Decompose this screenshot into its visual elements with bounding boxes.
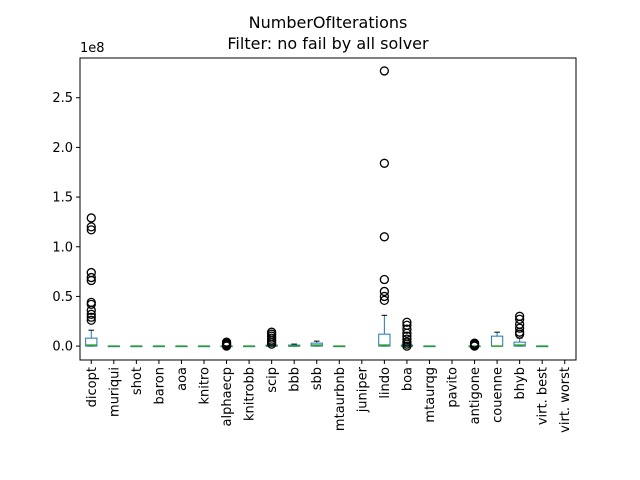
outlier-point: [514, 329, 525, 339]
box-mtaurqg: [423, 345, 436, 348]
chart-title: NumberOfIterations: [249, 13, 408, 32]
x-tick-label: muriqui: [107, 367, 122, 417]
y-tick-label: 1.5: [52, 191, 73, 206]
box-body: [378, 333, 391, 347]
x-tick-label: bbb: [288, 367, 303, 392]
x-tick-label: scip: [265, 367, 280, 393]
x-tick-label: virt. worst: [558, 367, 573, 433]
box-scip: [265, 327, 278, 349]
outlier-point: [379, 274, 390, 285]
outlier-point: [514, 323, 525, 333]
box-muriqui: [107, 345, 120, 348]
outlier-point: [402, 341, 412, 351]
box-body: [490, 335, 504, 347]
box-dicopt: [85, 213, 98, 347]
box-knitrobb: [242, 345, 256, 348]
x-tick-label: knitro: [198, 367, 213, 405]
x-tick-label: couenne: [491, 367, 506, 423]
plot-frame: [79, 57, 577, 361]
outlier-point: [221, 337, 232, 347]
x-tick-label: boa: [400, 367, 415, 391]
box-bbb: [288, 343, 301, 347]
x-tick-label: shot: [130, 367, 145, 395]
y-offset-label: 1e8: [80, 41, 105, 56]
box-body: [85, 337, 98, 347]
outlier-point: [402, 317, 412, 327]
box-bhyb: [513, 311, 526, 347]
box-aoa: [175, 345, 188, 348]
y-axis: 0.0 0.5 1.0 1.5 2.0 2.5: [52, 91, 80, 355]
y-tick-label: 1.0: [52, 240, 73, 255]
y-tick-label: 0.0: [52, 340, 73, 355]
x-tick-label: alphaecp: [220, 367, 235, 426]
box-virt-best: [536, 345, 549, 348]
y-tick-label: 0.5: [52, 290, 73, 305]
outlier-point: [86, 312, 96, 322]
box-boa: [400, 317, 414, 351]
box-series: [85, 66, 549, 351]
outlier-point: [86, 275, 96, 286]
outlier-point: [86, 272, 96, 283]
box-shot: [130, 345, 143, 348]
outlier-point: [86, 299, 96, 310]
outlier-point: [379, 158, 390, 168]
y-tick-label: 2.5: [52, 91, 73, 106]
outlier-point: [86, 213, 96, 223]
box-sbb: [310, 340, 323, 347]
box-mtaurbnb: [333, 345, 346, 348]
outlier-point: [86, 222, 96, 232]
x-axis: dicopt muriqui shot baron aoa knitro alphaecp k…: [85, 360, 573, 433]
outlier-point: [379, 295, 390, 306]
x-tick-label: virt. best: [536, 367, 551, 425]
box-baron: [152, 345, 166, 348]
outlier-point: [379, 66, 390, 76]
chart-subtitle: Filter: no fail by all solver: [227, 34, 429, 53]
outlier-point: [379, 286, 390, 297]
box-body: [513, 341, 526, 347]
x-tick-label: baron: [152, 367, 167, 404]
x-tick-label: dicopt: [85, 367, 100, 407]
outlier-point: [402, 328, 412, 338]
box-alphaecp: [220, 337, 233, 351]
outlier-point: [379, 232, 390, 242]
outlier-point: [514, 314, 525, 324]
x-tick-label: knitrobb: [243, 367, 258, 421]
outlier-point: [469, 338, 480, 348]
x-tick-label: pavito: [446, 367, 461, 408]
outlier-point: [86, 309, 96, 319]
box-lindo: [378, 66, 391, 347]
x-tick-label: juniper: [355, 366, 370, 413]
x-tick-label: bhyb: [513, 367, 528, 399]
x-tick-label: sbb: [310, 367, 325, 390]
outlier-point: [266, 327, 277, 337]
outlier-point: [402, 334, 412, 344]
x-tick-label: lindo: [378, 367, 393, 399]
outlier-point: [86, 305, 96, 315]
outlier-point: [379, 291, 390, 302]
x-tick-label: mtaurbnb: [333, 367, 348, 431]
outlier-point: [402, 324, 412, 334]
outlier-point: [86, 225, 96, 235]
x-tick-label: mtaurqg: [423, 367, 438, 423]
x-tick-label: antigone: [468, 367, 483, 424]
outlier-point: [86, 315, 96, 325]
box-couenne: [490, 331, 504, 347]
box-antigone: [468, 338, 481, 351]
y-tick-label: 2.0: [52, 141, 73, 156]
box-knitro: [197, 345, 211, 348]
x-tick-label: aoa: [175, 367, 190, 391]
